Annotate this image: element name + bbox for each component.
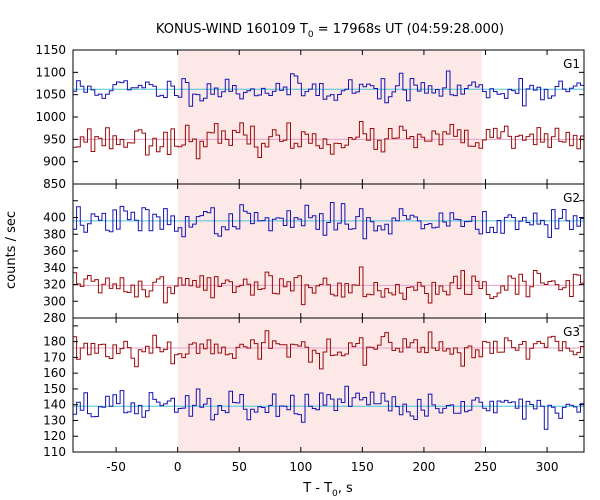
panel-label: G2	[563, 191, 580, 205]
y-tick-label: 130	[43, 413, 66, 427]
series-red-g3	[73, 330, 584, 370]
y-axis-label: counts / sec	[4, 211, 19, 289]
y-tick-label: 1000	[35, 110, 66, 124]
y-tick-label: 160	[43, 366, 66, 380]
highlight-interval	[177, 184, 482, 318]
y-tick-label: 1050	[35, 88, 66, 102]
series-red-g1	[73, 121, 584, 160]
y-tick-label: 1150	[35, 43, 66, 57]
x-axis-label: T - T0, s	[302, 481, 353, 499]
panel-label: G3	[563, 325, 580, 339]
y-tick-label: 950	[43, 132, 66, 146]
series-red-g2	[73, 266, 584, 306]
panels: 8509009501000105011001150G12803003203403…	[35, 43, 585, 474]
y-tick-label: 150	[43, 382, 66, 396]
y-tick-label: 320	[43, 278, 66, 292]
series-blue-g1	[73, 70, 584, 107]
y-tick-label: 140	[43, 398, 66, 412]
series-blue-g2	[73, 202, 584, 240]
y-tick-label: 360	[43, 244, 66, 258]
series-blue-g3	[73, 385, 584, 430]
y-tick-label: 170	[43, 350, 66, 364]
y-tick-label: 380	[43, 227, 66, 241]
chart-title: KONUS-WIND 160109 T0 = 17968s UT (04:59:…	[156, 22, 504, 40]
x-tick-label: 250	[474, 460, 497, 474]
y-tick-label: 110	[43, 445, 66, 459]
panel-g2: 280 300 320 340 360 380 400 G2	[43, 183, 585, 325]
panel-label: G1	[563, 57, 580, 71]
x-tick-label: 200	[412, 460, 435, 474]
y-tick-label: 340	[43, 261, 66, 275]
y-tick-label: 850	[43, 177, 66, 191]
x-tick-label: 150	[351, 460, 374, 474]
y-tick-label: 300	[43, 294, 66, 308]
highlight-interval	[177, 50, 482, 184]
y-tick-label: 120	[43, 429, 66, 443]
highlight-interval	[177, 318, 482, 452]
y-tick-label: 900	[43, 155, 66, 169]
y-tick-label: 400	[43, 211, 66, 225]
x-tick-label: 100	[289, 460, 312, 474]
x-tick-label: 50	[232, 460, 247, 474]
panel-g1: 850 900 950 1000 1050 1100 1150 G1	[35, 43, 585, 191]
x-tick-label: 0	[174, 460, 182, 474]
x-tick-label: -50	[106, 460, 126, 474]
y-tick-label: 1100	[35, 65, 66, 79]
panel-frame	[72, 317, 585, 453]
y-tick-label: 280	[43, 311, 66, 325]
x-tick-label: 300	[536, 460, 559, 474]
y-tick-label: 180	[43, 335, 66, 349]
